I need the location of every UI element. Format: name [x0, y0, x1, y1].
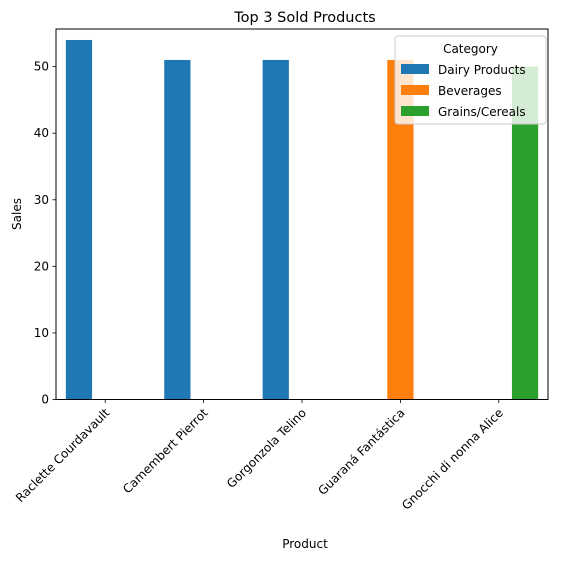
legend-label-2: Beverages [438, 84, 502, 98]
bar-1-2 [164, 59, 191, 400]
y-tick-label-5: 40 [34, 126, 49, 140]
x-tick-label-2: Camembert Pierrot [120, 406, 211, 497]
x-axis-label: Product [282, 537, 328, 551]
legend-box [394, 35, 547, 125]
y-tick-label-6: 50 [34, 60, 49, 74]
x-tick-label-5: Gnocchi di nonna Alice [399, 406, 506, 513]
legend-swatch-2 [401, 85, 429, 95]
y-tick-label-4: 30 [34, 193, 49, 207]
legend-swatch-3 [401, 106, 429, 116]
x-tick-label-3: Gorgonzola Telino [224, 406, 309, 491]
y-axis-label: Sales [10, 198, 24, 230]
y-axis: 0 10 20 30 40 50 [34, 60, 56, 407]
axes-frame [55, 28, 549, 400]
x-tick-label-4: Guaraná Fantástica [315, 406, 407, 498]
x-axis: Raclette Courdavault Camembert Pierrot Gor… [13, 399, 506, 513]
y-tick-label-2: 10 [34, 326, 49, 340]
y-tick-label-3: 20 [34, 259, 49, 273]
bar-1-1 [65, 39, 93, 400]
legend-swatch-1 [401, 64, 429, 74]
legend-label-3: Grains/Cereals [438, 105, 526, 119]
legend-label-1: Dairy Products [438, 63, 526, 77]
chart-title: Top 3 Sold Products [233, 10, 375, 26]
bar-1-3 [262, 59, 289, 400]
legend-title: Category [443, 42, 498, 56]
y-tick-label-1: 0 [41, 393, 49, 407]
x-tick-label-1: Raclette Courdavault [13, 406, 113, 506]
legend: Category Dairy Products Beverages Grains/Ce… [394, 35, 547, 125]
